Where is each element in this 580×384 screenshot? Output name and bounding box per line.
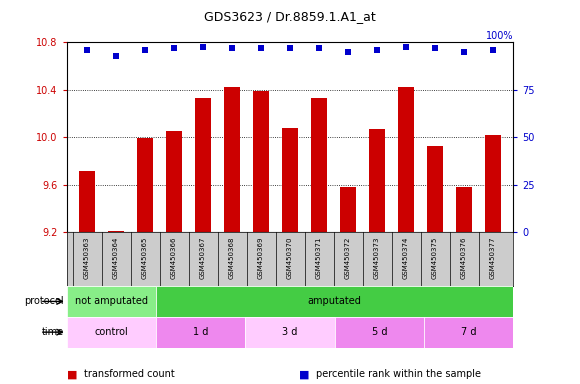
Point: [82, 47, 92, 53]
Bar: [427, 146, 443, 232]
Text: GSM450371: GSM450371: [316, 237, 322, 279]
Point: [459, 49, 469, 55]
Bar: [166, 131, 182, 232]
Text: not amputated: not amputated: [75, 296, 148, 306]
Bar: [224, 88, 240, 232]
Text: GSM450370: GSM450370: [287, 237, 293, 279]
Text: GSM450376: GSM450376: [461, 237, 467, 279]
Bar: [137, 139, 153, 232]
Bar: [79, 170, 95, 232]
Bar: [311, 98, 327, 232]
Text: 1 d: 1 d: [193, 327, 208, 337]
Bar: [485, 135, 501, 232]
Text: 5 d: 5 d: [372, 327, 387, 337]
Point: [488, 47, 498, 53]
Bar: [108, 231, 124, 232]
Point: [227, 45, 237, 51]
Text: GSM450363: GSM450363: [84, 237, 90, 279]
Bar: [156, 317, 245, 348]
Text: GSM450372: GSM450372: [345, 237, 351, 279]
Text: GSM450365: GSM450365: [142, 237, 148, 279]
Point: [285, 45, 295, 51]
Point: [198, 44, 208, 50]
Bar: [398, 88, 414, 232]
Text: control: control: [95, 327, 128, 337]
Bar: [245, 317, 335, 348]
Bar: [67, 317, 156, 348]
Text: time: time: [42, 327, 64, 337]
Point: [372, 47, 382, 53]
Bar: [67, 286, 156, 317]
Text: protocol: protocol: [24, 296, 64, 306]
Text: amputated: amputated: [308, 296, 361, 306]
Bar: [369, 129, 385, 232]
Text: 7 d: 7 d: [461, 327, 476, 337]
Text: GSM450375: GSM450375: [432, 237, 438, 279]
Text: percentile rank within the sample: percentile rank within the sample: [316, 369, 481, 379]
Text: GSM450366: GSM450366: [171, 237, 177, 279]
Point: [401, 44, 411, 50]
Point: [314, 45, 324, 51]
Text: GSM450377: GSM450377: [490, 237, 496, 279]
Bar: [456, 187, 472, 232]
Bar: [335, 317, 424, 348]
Point: [343, 49, 353, 55]
Bar: [156, 286, 513, 317]
Bar: [282, 128, 298, 232]
Bar: [424, 317, 513, 348]
Text: 3 d: 3 d: [282, 327, 298, 337]
Point: [430, 45, 440, 51]
Point: [111, 53, 121, 59]
Text: GSM450369: GSM450369: [258, 237, 264, 279]
Text: GSM450373: GSM450373: [374, 237, 380, 279]
Text: ■: ■: [67, 369, 77, 379]
Point: [140, 47, 150, 53]
Text: GSM450364: GSM450364: [113, 237, 119, 279]
Text: 100%: 100%: [486, 31, 513, 41]
Point: [169, 45, 179, 51]
Text: GDS3623 / Dr.8859.1.A1_at: GDS3623 / Dr.8859.1.A1_at: [204, 10, 376, 23]
Text: ■: ■: [299, 369, 309, 379]
Text: GSM450367: GSM450367: [200, 237, 206, 279]
Text: GSM450368: GSM450368: [229, 237, 235, 279]
Bar: [195, 98, 211, 232]
Point: [256, 45, 266, 51]
Bar: [340, 187, 356, 232]
Text: GSM450374: GSM450374: [403, 237, 409, 279]
Bar: [253, 91, 269, 232]
Text: transformed count: transformed count: [84, 369, 175, 379]
